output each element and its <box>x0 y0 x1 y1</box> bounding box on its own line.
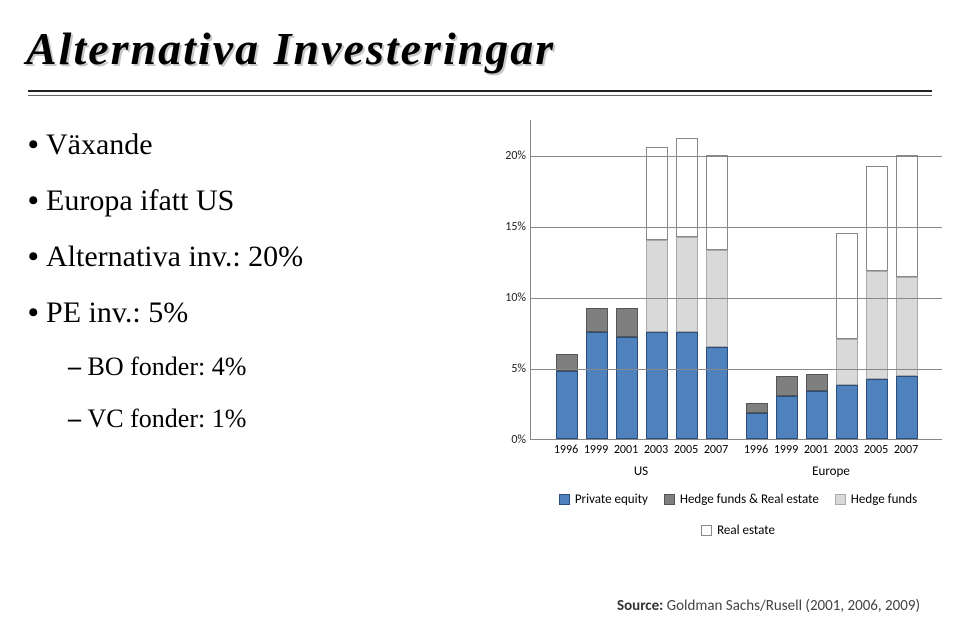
bar-segment-pe <box>646 332 668 439</box>
bar-segment-pe <box>836 385 858 439</box>
x-tick-label: 1999 <box>771 443 801 457</box>
bar <box>806 374 828 439</box>
x-tick-label: 2005 <box>861 443 891 457</box>
legend-item-re: Real estate <box>701 523 775 538</box>
x-tick-label: 1996 <box>741 443 771 457</box>
bar-segment-hf <box>836 339 858 385</box>
bar-segment-hf <box>896 277 918 377</box>
bullet-europa: Europa ifatt US <box>28 184 468 218</box>
gridline <box>530 369 942 370</box>
sub-bullet-bo: BO fonder: 4% <box>68 352 468 382</box>
y-tick-label: 5% <box>511 362 526 376</box>
source-line: Source: Goldman Sachs/Rusell (2001, 2006… <box>617 597 920 615</box>
y-tick-label: 15% <box>505 220 526 234</box>
region-label: Europe <box>812 464 850 479</box>
title-rule-1 <box>28 90 932 92</box>
y-tick-label: 0% <box>511 433 526 447</box>
bar-segment-pe <box>866 379 888 439</box>
swatch-pe <box>559 494 570 505</box>
gridline <box>530 298 942 299</box>
gridline <box>530 227 942 228</box>
source-text: Goldman Sachs/Rusell (2001, 2006, 2009) <box>663 597 920 615</box>
bar-segment-hre <box>616 308 638 336</box>
x-tick-label: 2003 <box>831 443 861 457</box>
legend-item-hf: Hedge funds <box>835 492 917 507</box>
y-tick-label: 10% <box>505 291 526 305</box>
x-tick-label: 2001 <box>801 443 831 457</box>
swatch-re <box>701 525 712 536</box>
bullet-pe-inv: PE inv.: 5% <box>28 296 468 330</box>
bar-segment-pe <box>776 396 798 439</box>
slide: Alternativa Investeringar Alternativa In… <box>0 0 960 639</box>
bar <box>646 147 668 439</box>
legend-label: Hedge funds & Real estate <box>680 492 819 507</box>
legend-item-pe: Private equity <box>559 492 648 507</box>
bar <box>676 138 698 440</box>
y-tick-label: 20% <box>505 149 526 163</box>
bar-segment-pe <box>616 337 638 439</box>
legend-label: Hedge funds <box>851 492 917 507</box>
legend-label: Real estate <box>717 523 775 538</box>
bar-segment-hre <box>806 374 828 391</box>
sub-bullet-vc: VC fonder: 1% <box>68 404 468 434</box>
legend-item-hre: Hedge funds & Real estate <box>664 492 819 507</box>
bar-segment-re <box>866 166 888 271</box>
bar-segment-hf <box>646 240 668 332</box>
page-title: Alternativa Investeringar <box>26 22 555 75</box>
x-tick-label: 2007 <box>701 443 731 457</box>
swatch-hf <box>835 494 846 505</box>
bar-segment-re <box>836 233 858 340</box>
bullet-alt-inv: Alternativa inv.: 20% <box>28 240 468 274</box>
bar-segment-pe <box>746 413 768 439</box>
bar-segment-pe <box>676 332 698 439</box>
region-label: US <box>634 464 648 479</box>
bar-segment-pe <box>806 391 828 439</box>
bar-segment-pe <box>706 347 728 439</box>
bar <box>746 403 768 439</box>
plot-area <box>530 120 942 440</box>
x-tick-label: 1996 <box>551 443 581 457</box>
bar <box>586 308 608 439</box>
source-prefix: Source: <box>617 597 663 615</box>
bullet-vaxande: Växande <box>28 128 468 162</box>
bullet-list: Växande Europa ifatt US Alternativa inv.… <box>28 128 468 456</box>
swatch-hre <box>664 494 675 505</box>
bar-segment-pe <box>586 332 608 439</box>
x-tick-label: 2001 <box>611 443 641 457</box>
x-tick-label: 2003 <box>641 443 671 457</box>
bar-segment-hf <box>676 237 698 332</box>
legend: Private equity Hedge funds & Real estate… <box>534 492 942 538</box>
bar <box>866 166 888 439</box>
bar-segment-re <box>896 155 918 277</box>
x-tick-label: 1999 <box>581 443 611 457</box>
bar-segment-hre <box>776 376 798 396</box>
bar-segment-hre <box>746 403 768 413</box>
bar-segment-pe <box>896 376 918 439</box>
bar <box>836 233 858 439</box>
bar-segment-hf <box>866 271 888 379</box>
bar <box>616 308 638 439</box>
bars-container <box>531 120 942 439</box>
bar-segment-pe <box>556 371 578 439</box>
legend-label: Private equity <box>575 492 648 507</box>
title-rule-2 <box>28 95 932 96</box>
bar <box>776 376 798 439</box>
bar <box>556 354 578 439</box>
x-tick-label: 2007 <box>891 443 921 457</box>
stacked-bar-chart: Private equity Hedge funds & Real estate… <box>498 120 942 512</box>
gridline <box>530 156 942 157</box>
x-tick-label: 2005 <box>671 443 701 457</box>
bar-segment-re <box>706 155 728 250</box>
bar-segment-hre <box>586 308 608 332</box>
bar-segment-re <box>676 138 698 238</box>
